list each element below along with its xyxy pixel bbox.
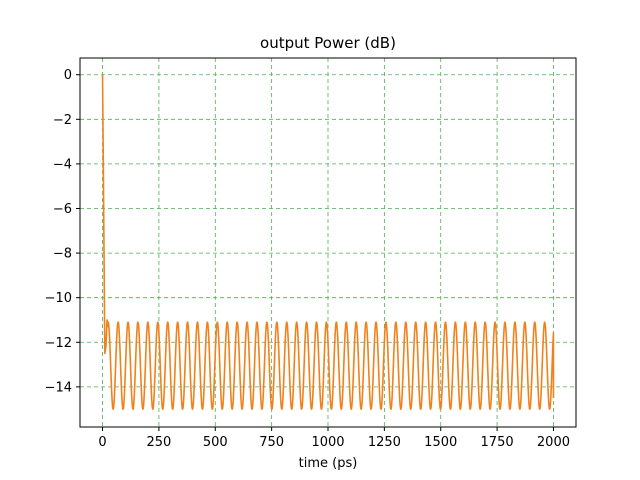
y-tick-label: −12 <box>45 336 72 351</box>
x-tick-label: 1750 <box>481 435 514 450</box>
y-tick-label: −2 <box>53 113 72 128</box>
x-tick-label: 250 <box>146 435 171 450</box>
y-tick-label: 0 <box>64 68 72 83</box>
x-tick-label: 2000 <box>537 435 570 450</box>
y-tick-label: −4 <box>53 157 72 172</box>
y-tick-label: −6 <box>53 202 72 217</box>
chart-title: output Power (dB) <box>260 34 396 52</box>
y-tick-label: −10 <box>45 291 72 306</box>
y-tick-label: −8 <box>53 247 72 262</box>
series-line <box>101 74 555 410</box>
x-tick-label: 750 <box>259 435 284 450</box>
y-axis: 0 −2 −4 −6 −8 −10 −12 −14 <box>45 68 80 395</box>
x-tick-label: 1000 <box>311 435 344 450</box>
x-tick-label: 0 <box>98 435 106 450</box>
y-tick-label: −14 <box>45 380 72 395</box>
series-layer <box>101 74 555 410</box>
grid <box>80 58 576 427</box>
x-tick-label: 500 <box>203 435 228 450</box>
x-tick-label: 1250 <box>368 435 401 450</box>
x-tick-label: 1500 <box>424 435 457 450</box>
x-axis: 0 250 500 750 1000 1250 1500 1750 2000 <box>98 427 570 450</box>
x-axis-label: time (ps) <box>299 456 358 471</box>
